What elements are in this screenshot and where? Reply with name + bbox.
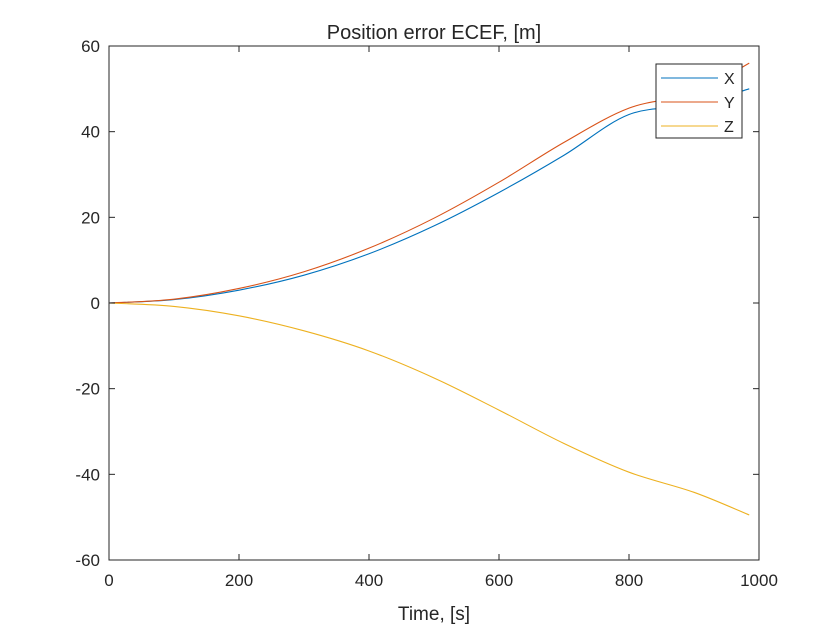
ticks-layer: 0 200 400 600 800 1000 -60 -40 -20 0 20 40 60 (75, 37, 777, 590)
series-layer (108, 62, 750, 516)
legend-items: XYZ (661, 71, 735, 136)
y-tick-label: 0 (91, 294, 100, 313)
y-tick-label: -60 (75, 551, 100, 570)
legend-label-z: Z (724, 119, 734, 136)
series-line-z (108, 302, 750, 516)
x-tick-label: 400 (355, 571, 383, 590)
x-tick-label: 0 (104, 571, 113, 590)
x-tick-label: 1000 (740, 571, 778, 590)
x-axis-label: Time, [s] (398, 604, 470, 625)
y-tick-label: 40 (81, 123, 100, 142)
legend-label-x: X (724, 71, 735, 88)
y-tick-label: -20 (75, 380, 100, 399)
y-tick-label: -40 (75, 465, 100, 484)
plot-area (109, 46, 759, 560)
y-tick-label: 20 (81, 208, 100, 227)
x-tick-label: 800 (615, 571, 643, 590)
legend-label-y: Y (724, 95, 735, 112)
x-tick-label: 600 (485, 571, 513, 590)
legend[interactable]: XYZ (655, 63, 743, 139)
series-line-y (108, 62, 750, 304)
y-tick-label: 60 (81, 37, 100, 56)
series-line-x (108, 88, 750, 304)
chart-title: Position error ECEF, [m] (327, 22, 542, 44)
x-tick-label: 200 (225, 571, 253, 590)
